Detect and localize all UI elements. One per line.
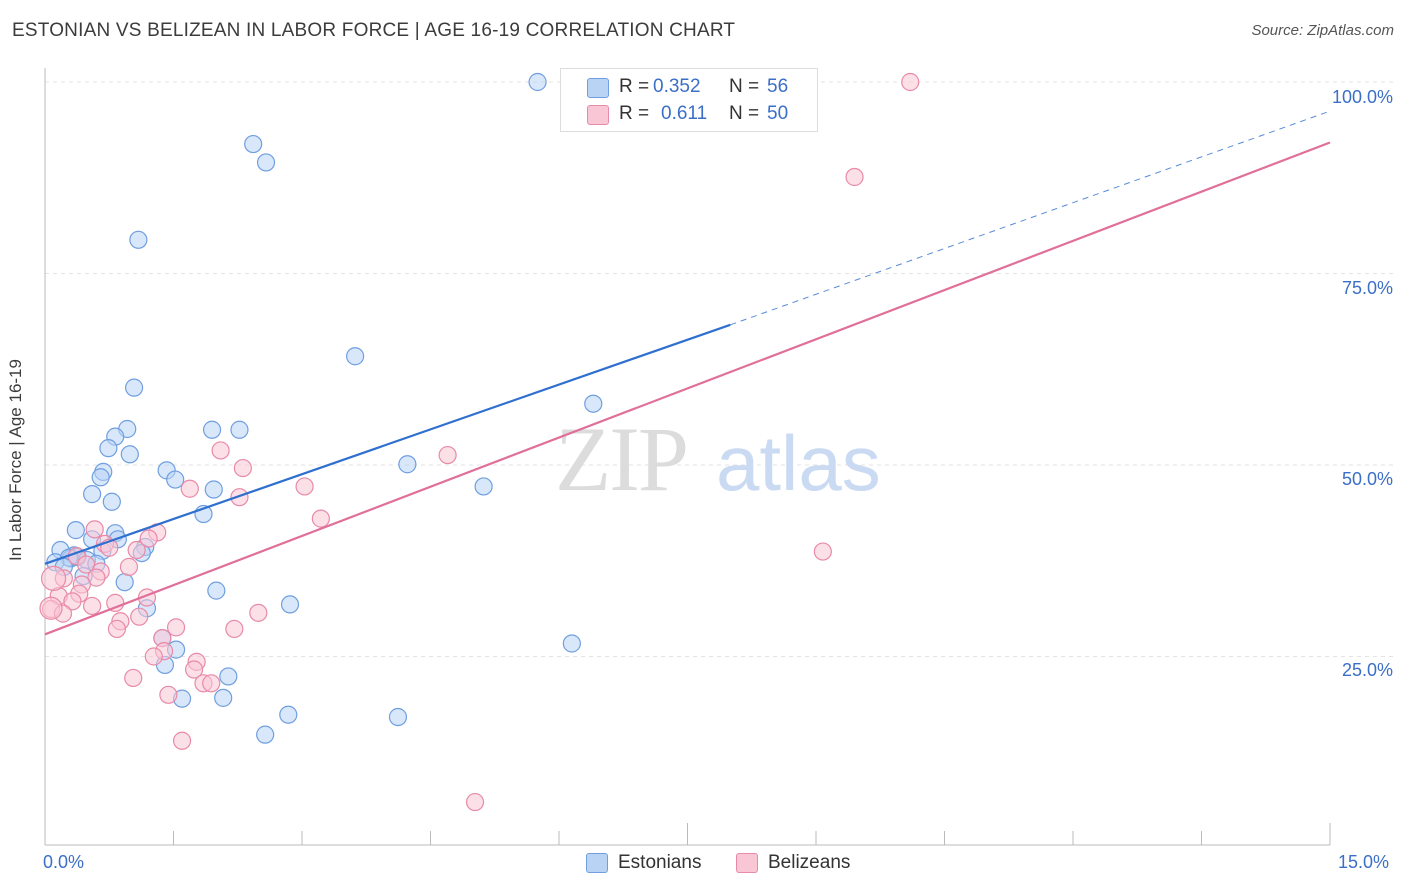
n-value: 56 xyxy=(767,76,789,97)
estonian-point xyxy=(66,521,85,540)
x-tick-label-max: 15.0% xyxy=(1338,852,1390,872)
belizean-point xyxy=(202,674,221,693)
n-label: N = xyxy=(729,103,760,124)
estonian-point xyxy=(120,445,139,464)
estonian-swatch xyxy=(587,78,609,98)
belizean-point xyxy=(813,542,832,561)
belizean-trend-line xyxy=(44,141,1331,636)
n-label: N = xyxy=(729,76,760,97)
belizean-point xyxy=(166,618,186,637)
estonian-point xyxy=(83,485,102,504)
estonian-point xyxy=(214,688,233,707)
estonian-point xyxy=(280,595,300,614)
belizean-point xyxy=(295,477,314,496)
estonian-point xyxy=(129,230,148,249)
belizean-point xyxy=(230,488,249,507)
y-axis-label: In Labor Force | Age 16-19 xyxy=(6,359,25,561)
belizean-point xyxy=(901,72,920,92)
axes xyxy=(44,68,1331,846)
belizean-point xyxy=(249,603,268,622)
belizean-point xyxy=(233,458,252,478)
belizean-point xyxy=(63,592,82,611)
correlation-legend: R = 0.352 N = 56 R = 0.611 N = 50 xyxy=(560,68,818,132)
estonian-point xyxy=(91,468,110,487)
legend-label: Estonians xyxy=(618,852,702,873)
belizean-point xyxy=(39,596,63,620)
belizean-point xyxy=(144,647,163,666)
estonian-point xyxy=(102,492,121,511)
belizean-point xyxy=(159,685,178,704)
r-value: 0.352 xyxy=(653,76,701,97)
estonian-point xyxy=(230,420,249,439)
estonian-point xyxy=(474,477,493,496)
belizean-point xyxy=(124,668,143,688)
belizean-point xyxy=(130,607,149,626)
belizean-point xyxy=(127,540,146,560)
estonian-point xyxy=(166,470,185,489)
estonian-point xyxy=(219,667,238,686)
belizean-point xyxy=(845,167,864,187)
belizean-point xyxy=(465,792,485,812)
belizean-point xyxy=(40,565,67,591)
belizean-point xyxy=(211,441,230,460)
estonian-point xyxy=(584,394,603,413)
belizean-swatch xyxy=(587,105,609,125)
watermark: ZIP atlas xyxy=(555,408,881,510)
source-credit: Source: ZipAtlas.com xyxy=(1251,22,1394,39)
estonian-point xyxy=(346,347,365,366)
estonian-point xyxy=(388,707,408,727)
estonian-point xyxy=(115,573,134,592)
estonian-point xyxy=(256,153,276,172)
estonian-points xyxy=(46,72,603,744)
estonian-point xyxy=(204,480,223,499)
y-tick-label: 50.0% xyxy=(1341,469,1393,489)
x-tick-label-min: 0.0% xyxy=(43,852,85,872)
y-tick-label: 75.0% xyxy=(1341,278,1393,298)
belizean-point xyxy=(180,479,199,498)
estonian-point xyxy=(244,134,263,154)
estonian-point xyxy=(398,455,417,474)
legend-label: Belizeans xyxy=(768,852,851,873)
estonian-point xyxy=(202,420,222,439)
estonian-point xyxy=(279,705,298,724)
estonian-point xyxy=(562,634,581,653)
estonian-trend-extension xyxy=(730,110,1331,326)
belizean-point xyxy=(107,619,127,639)
svg-text:ZIP: ZIP xyxy=(555,408,687,510)
belizean-point xyxy=(172,731,192,750)
belizean-point xyxy=(85,520,104,539)
trend-lines xyxy=(44,110,1331,636)
estonian-trend-line xyxy=(44,323,731,565)
belizean-point xyxy=(438,445,457,465)
y-tick-label: 100.0% xyxy=(1331,87,1393,107)
svg-text:atlas: atlas xyxy=(716,419,881,507)
belizean-point xyxy=(106,593,125,612)
belizean-point xyxy=(139,529,158,548)
r-label: R = xyxy=(619,103,650,124)
grid-lines xyxy=(45,81,1395,657)
belizean-point xyxy=(87,568,106,587)
estonian-point xyxy=(99,439,118,458)
belizean-point xyxy=(184,660,204,679)
estonian-swatch xyxy=(586,853,608,873)
estonian-point xyxy=(256,725,275,744)
n-value: 50 xyxy=(767,103,789,124)
y-tick-label: 25.0% xyxy=(1341,660,1393,680)
estonian-point xyxy=(124,378,144,397)
belizean-point xyxy=(83,596,102,616)
estonian-point xyxy=(528,72,547,92)
belizean-swatch xyxy=(736,853,758,873)
belizean-point xyxy=(225,619,244,639)
belizean-point xyxy=(77,555,96,574)
belizean-points xyxy=(39,72,920,812)
belizean-point xyxy=(311,509,330,528)
belizean-point xyxy=(119,557,139,576)
r-label: R = xyxy=(619,76,650,97)
chart-title: ESTONIAN VS BELIZEAN IN LABOR FORCE | AG… xyxy=(12,20,736,41)
r-value: 0.611 xyxy=(661,103,708,124)
estonian-point xyxy=(207,581,226,600)
